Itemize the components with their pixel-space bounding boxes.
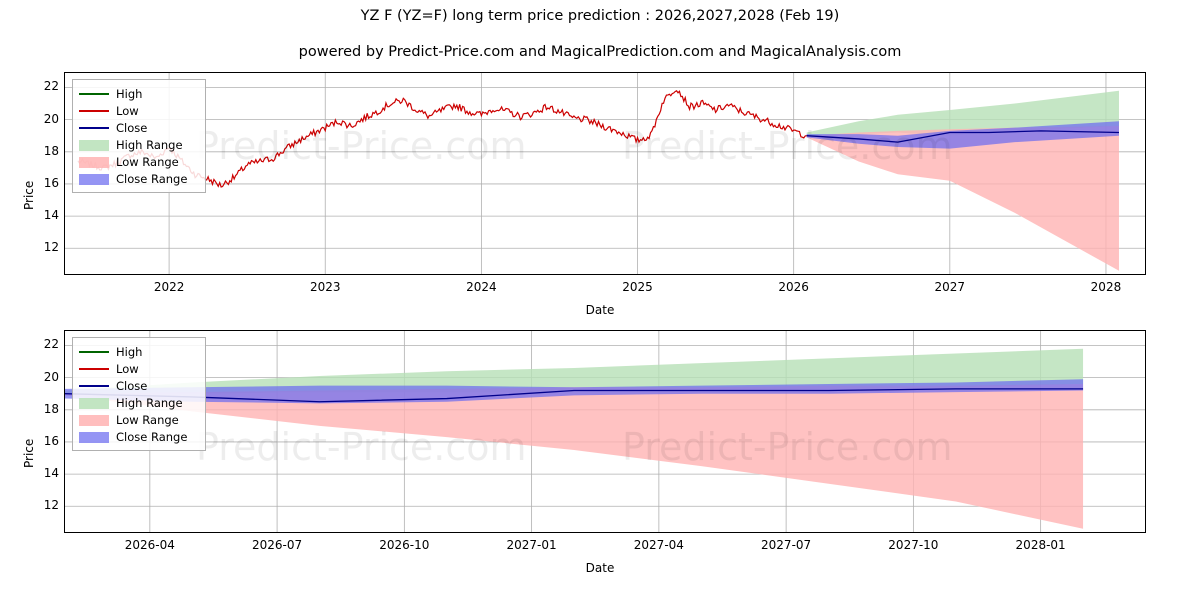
band-high-range [65, 348, 1084, 394]
top-legend-label: Low Range [116, 154, 179, 169]
bottom-xtick: 2028-01 [1015, 538, 1066, 552]
top-xtick: 2027 [934, 280, 966, 294]
bottom-xtick: 2027-07 [761, 538, 812, 552]
top-legend-swatch-2 [79, 122, 109, 134]
top-ytick: 20 [43, 111, 59, 126]
bottom-legend-swatch-0 [79, 346, 109, 358]
bottom-legend-swatch-1 [79, 363, 109, 375]
top-chart-plot [65, 73, 1145, 274]
top-legend-swatch-4 [79, 156, 109, 168]
top-legend-label: Low [116, 103, 139, 118]
bottom-legend-item-low-range: Low Range [79, 411, 197, 428]
top-legend-label: High Range [116, 137, 183, 152]
top-legend-swatch-3 [79, 139, 109, 151]
bottom-ytick: 14 [43, 466, 59, 481]
top-legend-label: Close [116, 120, 148, 135]
bottom-legend-mark-2 [79, 384, 109, 387]
bottom-chart-panel [64, 330, 1146, 533]
bottom-legend-swatch-5 [79, 431, 109, 443]
bottom-x-axis-label: Date [585, 561, 615, 575]
top-legend-mark-4 [79, 156, 109, 168]
chart-subtitle: powered by Predict-Price.com and Magical… [298, 44, 902, 60]
bottom-legend-label: High [116, 344, 143, 359]
top-legend-swatch-1 [79, 105, 109, 117]
bottom-xtick: 2026-07 [252, 538, 303, 552]
bottom-legend-label: Low Range [116, 412, 179, 427]
top-legend-item-high: High [79, 85, 197, 102]
top-xtick: 2022 [153, 280, 185, 294]
bottom-ytick: 22 [43, 337, 59, 352]
bottom-xtick: 2027-10 [888, 538, 939, 552]
top-ytick: 14 [43, 208, 59, 223]
top-xtick: 2026 [778, 280, 809, 294]
band-close-range [806, 121, 1119, 149]
bottom-legend-item-high-range: High Range [79, 394, 197, 411]
top-chart-legend: High Low Close High Range Low Range Close Ran… [72, 79, 206, 193]
top-x-axis-label: Date [585, 303, 615, 317]
bottom-legend-label: Low [116, 361, 139, 376]
bottom-legend-swatch-4 [79, 414, 109, 426]
bottom-chart-legend: High Low Close High Range Low Range Close Ran… [72, 337, 206, 451]
bottom-legend-label: Close [116, 378, 148, 393]
top-legend-label: High [116, 86, 143, 101]
bottom-legend-mark-0 [79, 350, 109, 353]
bottom-legend-swatch-2 [79, 380, 109, 392]
bottom-xtick: 2027-04 [633, 538, 684, 552]
bottom-legend-item-high: High [79, 343, 197, 360]
top-legend-item-close-range: Close Range [79, 170, 197, 187]
bottom-legend-label: High Range [116, 395, 183, 410]
top-ytick: 12 [43, 240, 59, 255]
top-legend-label: Close Range [116, 171, 188, 186]
top-legend-item-low: Low [79, 102, 197, 119]
band-high-range [806, 90, 1119, 136]
top-xtick: 2025 [622, 280, 653, 294]
bottom-legend-swatch-3 [79, 397, 109, 409]
chart-title: YZ F (YZ=F) long term price prediction :… [360, 8, 840, 24]
top-chart-panel [64, 72, 1146, 275]
top-legend-item-close: Close [79, 119, 197, 136]
band-low-range [806, 126, 1119, 271]
top-legend-item-low-range: Low Range [79, 153, 197, 170]
top-xtick: 2028 [1090, 280, 1122, 294]
bottom-legend-mark-4 [79, 414, 109, 426]
top-legend-swatch-0 [79, 88, 109, 100]
top-xtick: 2024 [466, 280, 497, 294]
band-low-range [65, 384, 1084, 529]
bottom-xtick: 2026-04 [124, 538, 175, 552]
top-ytick: 18 [43, 143, 59, 158]
band-close-range [65, 379, 1084, 404]
top-xtick: 2023 [309, 280, 341, 294]
top-legend-mark-1 [79, 109, 109, 112]
bottom-legend-item-close-range: Close Range [79, 428, 197, 445]
bottom-ytick: 18 [43, 401, 59, 416]
top-legend-swatch-5 [79, 173, 109, 185]
top-legend-mark-5 [79, 173, 109, 185]
bottom-legend-mark-5 [79, 431, 109, 443]
bottom-legend-item-low: Low [79, 360, 197, 377]
top-ytick: 22 [43, 79, 59, 94]
bottom-xtick: 2026-10 [379, 538, 430, 552]
series-close [65, 388, 1084, 403]
bottom-legend-mark-1 [79, 367, 109, 370]
top-legend-item-high-range: High Range [79, 136, 197, 153]
top-legend-mark-0 [79, 92, 109, 95]
bottom-legend-item-close: Close [79, 377, 197, 394]
top-legend-mark-3 [79, 139, 109, 151]
bottom-legend-label: Close Range [116, 429, 188, 444]
series-close [806, 130, 1119, 143]
bottom-ytick: 20 [43, 369, 59, 384]
bottom-ytick: 12 [43, 498, 59, 513]
bottom-ytick: 16 [43, 433, 59, 448]
bottom-chart-plot [65, 331, 1145, 532]
bottom-xtick: 2027-01 [506, 538, 557, 552]
bottom-legend-mark-3 [79, 397, 109, 409]
top-legend-mark-2 [79, 126, 109, 129]
top-ytick: 16 [43, 175, 59, 190]
